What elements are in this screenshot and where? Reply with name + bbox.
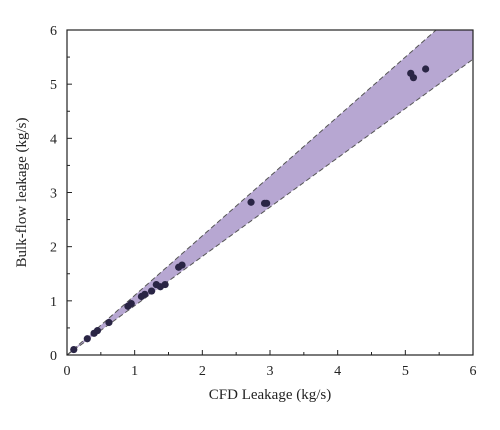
data-point [178, 261, 186, 269]
y-tick-label: 1 [50, 295, 57, 310]
y-tick-label: 3 [50, 187, 57, 202]
y-tick-label: 5 [50, 78, 57, 93]
data-point [83, 335, 91, 343]
data-point [127, 299, 135, 308]
band-lower-line [66, 58, 474, 356]
tolerance-band [66, 29, 474, 356]
band-fill [67, 30, 473, 355]
data-point [70, 345, 78, 354]
data-point [105, 318, 113, 327]
x-tick-label: 3 [267, 364, 274, 379]
x-tick-label: 4 [334, 364, 341, 379]
data-point [409, 74, 418, 82]
data-point [247, 198, 255, 206]
x-tick-label: 0 [64, 364, 71, 379]
x-tick-label: 5 [402, 364, 409, 379]
y-tick-label: 0 [50, 349, 57, 364]
data-point [147, 287, 156, 295]
y-tick-label: 6 [50, 24, 57, 39]
x-tick-label: 2 [199, 364, 206, 379]
data-points [70, 65, 430, 354]
data-point [422, 65, 430, 73]
y-axis-label: Bulk-flow leakage (kg/s) [14, 118, 30, 268]
y-tick-label: 2 [50, 241, 57, 256]
data-point [141, 290, 149, 298]
x-tick-label: 6 [470, 364, 477, 379]
x-axis-label: CFD Leakage (kg/s) [209, 387, 331, 403]
data-point [263, 199, 271, 207]
axis-ticks: 0 1 2 3 4 5 6 0 1 2 3 4 5 6 [50, 24, 477, 379]
y-tick-label: 4 [50, 132, 57, 147]
band-upper-line [66, 29, 437, 356]
data-point [161, 280, 169, 289]
x-tick-label: 1 [131, 364, 138, 379]
data-point [93, 327, 102, 335]
